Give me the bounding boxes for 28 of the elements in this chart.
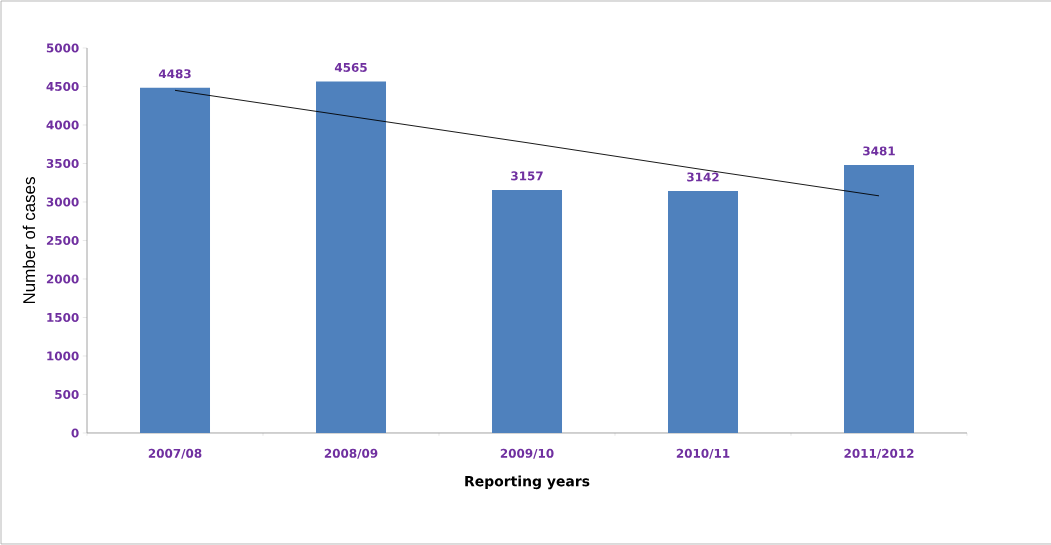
x-tick-label: 2009/10: [500, 448, 554, 459]
x-tick-label: 2008/09: [324, 448, 378, 459]
y-tick-label: 2500: [46, 235, 79, 246]
y-tick-label: 5000: [46, 43, 79, 53]
y-tick-label: 1500: [47, 312, 79, 323]
y-tick-label: 4500: [46, 81, 79, 92]
y-tick-label: 1000: [47, 351, 79, 361]
y-tick-label: 3000: [46, 197, 79, 207]
bar: [844, 164, 914, 433]
x-tick-label: 2007/08: [148, 448, 202, 459]
y-tick-label: 3500: [46, 158, 79, 169]
bar: [316, 81, 387, 433]
bar: [140, 87, 211, 433]
x-axis-title: Reporting years: [465, 475, 590, 490]
x-tick-label: 2011/2012: [844, 448, 914, 459]
y-tick-label: 500: [55, 389, 79, 400]
y-tick-label: 0: [71, 428, 79, 438]
data-label: 3142: [687, 172, 719, 182]
y-tick-label: 4000: [46, 120, 79, 130]
x-tick-label: 2010/11: [676, 448, 730, 459]
data-label: 4483: [158, 69, 191, 79]
data-label: 4565: [334, 62, 367, 72]
data-label: 3157: [511, 171, 543, 181]
bar: [492, 189, 563, 433]
data-label: 3481: [863, 146, 895, 156]
bar: [668, 191, 739, 433]
y-tick-label: 2000: [46, 274, 79, 284]
y-axis-title: Number of cases: [22, 177, 36, 304]
